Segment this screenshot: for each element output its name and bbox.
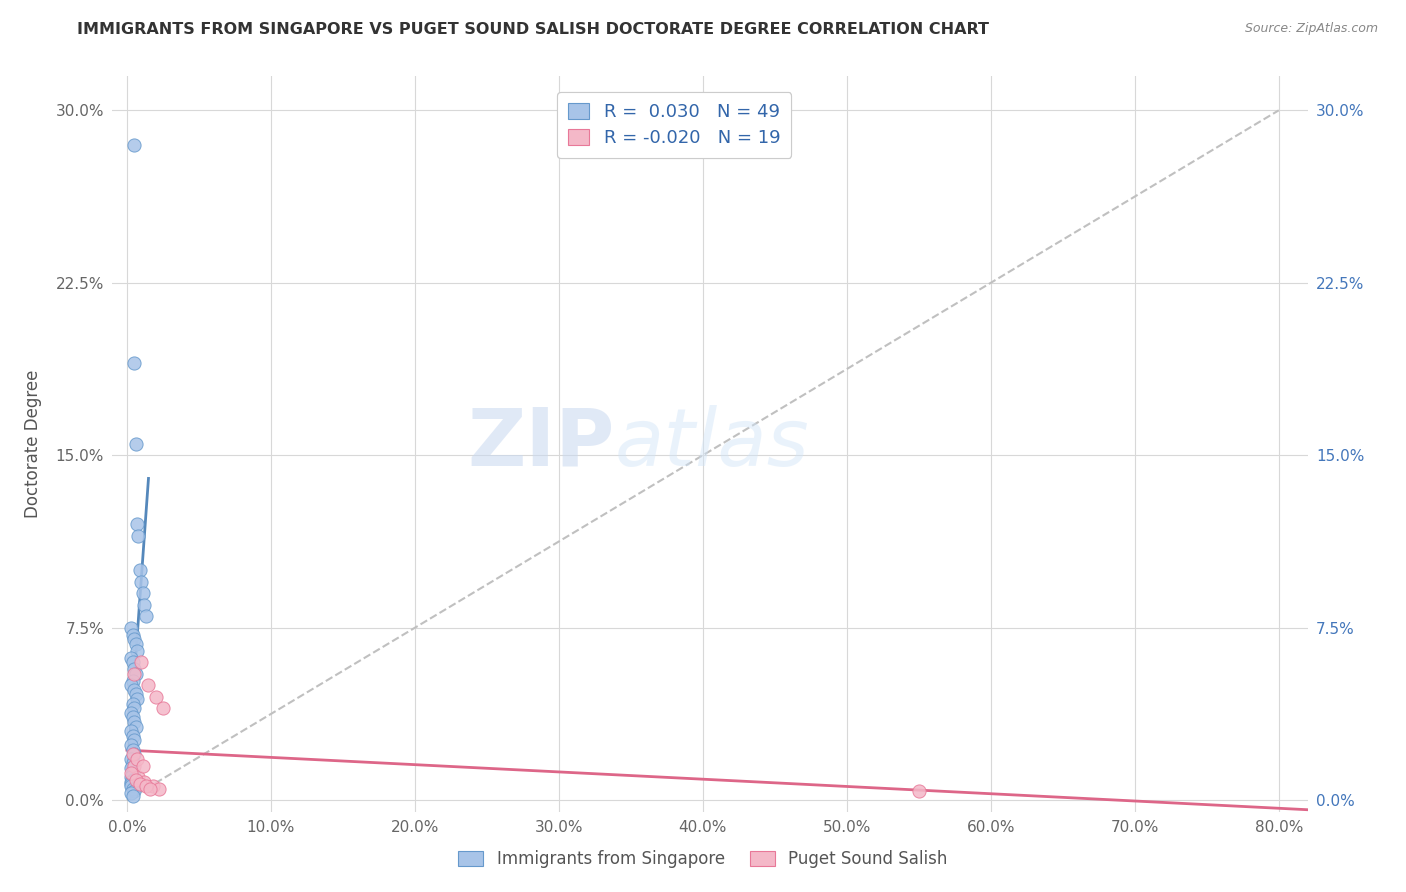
Point	[121, 729, 143, 743]
Point	[121, 742, 143, 756]
Point	[124, 720, 146, 734]
Point	[127, 529, 149, 543]
Point	[125, 517, 148, 532]
Point	[120, 777, 142, 791]
Point	[122, 714, 145, 729]
Legend: Immigrants from Singapore, Puget Sound Salish: Immigrants from Singapore, Puget Sound S…	[451, 844, 955, 875]
Point	[120, 752, 142, 766]
Point	[128, 563, 150, 577]
Point	[138, 678, 160, 692]
Y-axis label: Doctorate Degree: Doctorate Degree	[24, 369, 42, 518]
Point	[122, 632, 145, 647]
Point	[134, 598, 156, 612]
Point	[120, 770, 142, 784]
Point	[121, 756, 143, 771]
Point	[145, 690, 167, 704]
Point	[122, 666, 145, 681]
Point	[122, 784, 145, 798]
Point	[132, 758, 155, 772]
Point	[120, 774, 142, 789]
Point	[120, 738, 142, 752]
Point	[120, 765, 142, 780]
Point	[124, 666, 146, 681]
Point	[129, 655, 152, 669]
Point	[120, 621, 142, 635]
Point	[120, 650, 142, 665]
Text: IMMIGRANTS FROM SINGAPORE VS PUGET SOUND SALISH DOCTORATE DEGREE CORRELATION CHA: IMMIGRANTS FROM SINGAPORE VS PUGET SOUND…	[77, 22, 990, 37]
Point	[124, 688, 146, 702]
Point	[122, 733, 145, 747]
Point	[124, 637, 146, 651]
Point	[121, 765, 143, 780]
Point	[121, 789, 143, 803]
Point	[121, 747, 143, 762]
Point	[122, 758, 145, 772]
Point	[148, 781, 170, 796]
Point	[129, 574, 152, 589]
Point	[122, 662, 145, 676]
Point	[120, 780, 142, 794]
Point	[139, 781, 162, 796]
Point	[127, 770, 149, 784]
Legend: R =  0.030   N = 49, R = -0.020   N = 19: R = 0.030 N = 49, R = -0.020 N = 19	[557, 92, 792, 158]
Point	[121, 710, 143, 724]
Point	[121, 655, 143, 669]
Point	[121, 697, 143, 711]
Point	[124, 772, 146, 787]
Point	[121, 772, 143, 787]
Text: ZIP: ZIP	[467, 405, 614, 483]
Point	[125, 644, 148, 658]
Point	[120, 706, 142, 720]
Point	[124, 436, 146, 450]
Point	[134, 774, 156, 789]
Point	[120, 761, 142, 775]
Point	[120, 678, 142, 692]
Point	[122, 682, 145, 697]
Point	[152, 701, 174, 715]
Point	[121, 673, 143, 688]
Point	[122, 356, 145, 370]
Point	[120, 786, 142, 800]
Point	[135, 780, 157, 794]
Point	[121, 781, 143, 796]
Point	[142, 780, 165, 794]
Text: Source: ZipAtlas.com: Source: ZipAtlas.com	[1244, 22, 1378, 36]
Point	[122, 137, 145, 152]
Text: atlas: atlas	[614, 405, 810, 483]
Point	[135, 609, 157, 624]
Point	[122, 747, 145, 762]
Point	[128, 777, 150, 791]
Point	[120, 724, 142, 739]
Point	[125, 752, 148, 766]
Point	[125, 692, 148, 706]
Point	[122, 701, 145, 715]
Point	[121, 627, 143, 641]
Point	[907, 784, 929, 798]
Point	[132, 586, 155, 600]
